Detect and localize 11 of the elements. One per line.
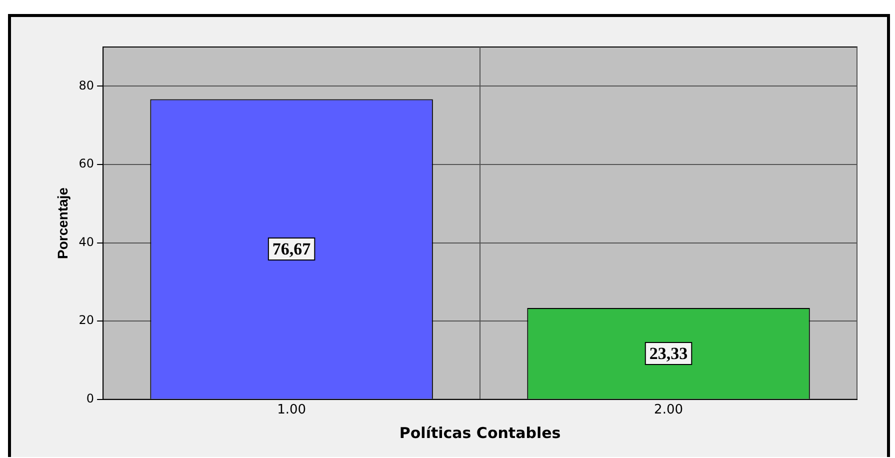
y-tick-label: 40 <box>78 234 94 249</box>
y-tick-label: 80 <box>78 78 94 92</box>
x-tick-label: 2.00 <box>654 402 683 418</box>
x-tick-label: 1.00 <box>277 402 306 418</box>
data-label: 23,33 <box>649 344 688 363</box>
y-tick-label: 20 <box>78 313 94 328</box>
y-axis-title: Porcentaje <box>54 187 70 259</box>
x-axis-title: Políticas Contables <box>399 424 561 442</box>
y-tick-label: 60 <box>78 156 94 171</box>
data-label: 76,67 <box>272 239 312 258</box>
y-tick-label: 0 <box>86 392 94 406</box>
